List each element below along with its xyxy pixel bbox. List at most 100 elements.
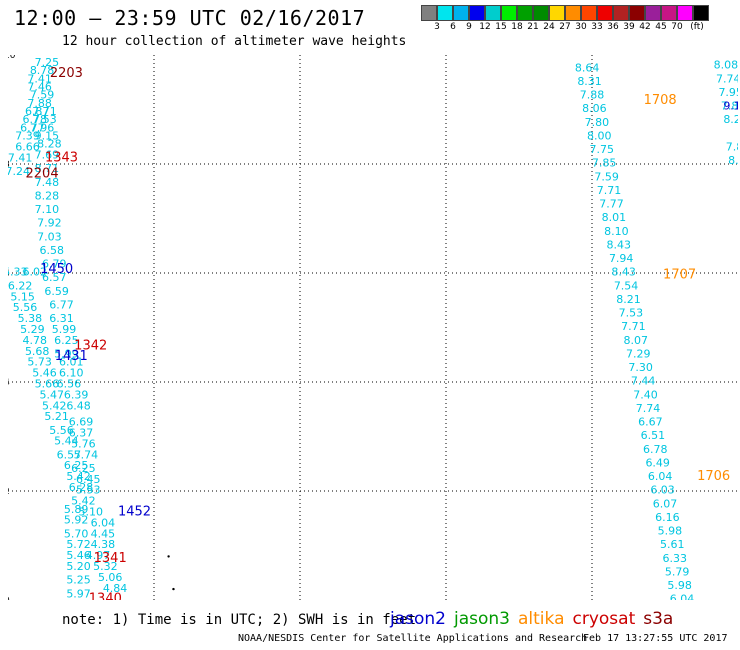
color-swatch [597, 5, 613, 21]
wave-height-value: 4.38 [91, 538, 116, 551]
wave-height-value: 8.64 [575, 61, 600, 74]
wave-height-value: 7.53 [619, 307, 644, 320]
wave-height-value: 5.70 [64, 527, 89, 540]
wave-height-value: 7.77 [599, 198, 624, 211]
wave-height-value: 5.99 [54, 347, 79, 360]
wave-height-value: 5.92 [64, 514, 89, 527]
color-scale-label: 3 [434, 22, 440, 32]
wave-height-value: 7.92 [37, 217, 62, 230]
wave-height-value: 5.53 [76, 484, 101, 497]
wave-height-value: 8.10 [604, 225, 629, 238]
wave-height-value: 5.66 [35, 377, 60, 390]
wave-height-value: 7.85 [711, 55, 736, 58]
wave-height-value: 6.37 [69, 427, 94, 440]
wave-height-plot: 0246810-180-177-174-171-168-1657.258.787… [0, 44, 740, 619]
wave-height-value: 5.25 [66, 574, 91, 587]
wave-height-value: 7.95 [718, 86, 738, 99]
pass-time-label: 2203 [50, 66, 83, 81]
color-scale-label: 70 [671, 22, 683, 32]
color-swatch [661, 5, 677, 21]
page-title: 12:00 – 23:59 UTC 02/16/2017 [14, 6, 366, 30]
wave-height-value: 5.68 [25, 345, 50, 358]
wave-height-value: 7.71 [621, 320, 646, 333]
wave-height-value: 8.31 [577, 75, 602, 88]
wave-height-value: 7.59 [594, 170, 619, 183]
pass-time-label: 1706 [697, 469, 730, 484]
color-scale-label: 21 [527, 22, 539, 32]
wave-height-value: 5.21 [44, 410, 69, 423]
wave-height-value: 6.04 [91, 516, 116, 529]
wave-height-value: 6.28 [69, 481, 94, 494]
wave-height-value: 6.58 [40, 244, 65, 257]
wave-height-value: 5.79 [665, 565, 690, 578]
satellite-legend: jason2 jason3 altika cryosat s3a [390, 609, 681, 629]
wave-height-value: 7.74 [716, 72, 738, 85]
pass-time-label: 1343 [45, 150, 78, 165]
color-scale-label: 36 [607, 22, 619, 32]
wave-height-value: 7.83 [721, 100, 738, 113]
wave-height-value: 7.30 [628, 361, 653, 374]
wave-height-value: 8.43 [611, 266, 636, 279]
wave-height-value: 6.39 [64, 388, 89, 401]
y-tick-label: 4 [8, 378, 10, 388]
color-scale-bar [421, 5, 709, 21]
wave-height-value: 6.22 [8, 279, 32, 292]
wave-height-value: 7.54 [614, 279, 639, 292]
pass-time-label: 1450 [40, 262, 73, 277]
color-swatch [565, 5, 581, 21]
wave-height-value: 6.10 [59, 367, 84, 380]
pass-time-label: 1341 [94, 551, 127, 566]
wave-height-value: 6.77 [20, 121, 45, 134]
wave-height-value: 5.42 [42, 399, 67, 412]
wave-height-value: 7.88 [27, 97, 52, 110]
wave-height-value: 8.21 [616, 293, 641, 306]
satellite-jason2: jason2 [390, 609, 446, 629]
wave-height-value: 6.87 [25, 105, 50, 118]
wave-height-value: 7.69 [35, 149, 60, 162]
wave-height-value: 7.25 [35, 56, 60, 69]
pass-time-label: 1340 [89, 592, 122, 600]
wave-height-value: 8.28 [37, 138, 62, 151]
color-swatch [501, 5, 517, 21]
wave-height-value: 7.29 [626, 347, 651, 360]
wave-height-value: 6.79 [42, 258, 67, 271]
wave-height-value: 6.78 [23, 113, 48, 126]
wave-height-value: 7.71 [32, 105, 57, 118]
wave-height-value: 5.98 [667, 579, 692, 592]
wave-height-value: 9.15 [35, 129, 60, 142]
color-swatch [469, 5, 485, 21]
color-swatch [645, 5, 661, 21]
wave-height-value: 5.32 [93, 560, 118, 573]
wave-height-value: 7.10 [35, 203, 60, 216]
color-swatch [677, 5, 693, 21]
wave-height-value: 5.46 [66, 549, 91, 562]
wave-height-value: 9.14 [723, 100, 738, 113]
wave-height-value: 7.48 [35, 176, 60, 189]
wave-height-value: 6.01 [59, 356, 84, 369]
pass-time-label: 2204 [26, 167, 59, 182]
wave-height-value: 5.73 [27, 356, 52, 369]
page-subtitle: 12 hour collection of altimeter wave hei… [62, 34, 407, 49]
plot-canvas: 0246810-180-177-174-171-168-1657.258.787… [0, 44, 740, 619]
color-swatch [693, 5, 709, 21]
y-tick-label: 10 [8, 55, 16, 61]
wave-height-value: 6.25 [64, 459, 89, 472]
pass-time-label: 1342 [74, 338, 107, 353]
wave-height-value: 7.41 [27, 72, 52, 85]
wave-height-value: 8.78 [30, 64, 55, 77]
wave-height-value: 6.25 [54, 334, 79, 347]
wave-height-value: 6.03 [650, 484, 675, 497]
wave-height-value: 8.01 [602, 211, 627, 224]
wave-height-value: 7.44 [631, 375, 656, 388]
wave-height-value: 5.56 [49, 424, 74, 437]
color-swatch [581, 5, 597, 21]
color-swatch [629, 5, 645, 21]
wave-height-value: 5.74 [74, 448, 99, 461]
wave-height-value: 6.59 [44, 285, 69, 298]
color-scale-label: 42 [639, 22, 651, 32]
wave-height-value: 4.84 [103, 582, 128, 595]
wave-height-value: 7.94 [609, 252, 634, 265]
wave-height-value: 7.80 [585, 116, 610, 129]
wave-height-value: 6.33 [662, 552, 687, 565]
wave-height-value: 6.16 [655, 511, 680, 524]
